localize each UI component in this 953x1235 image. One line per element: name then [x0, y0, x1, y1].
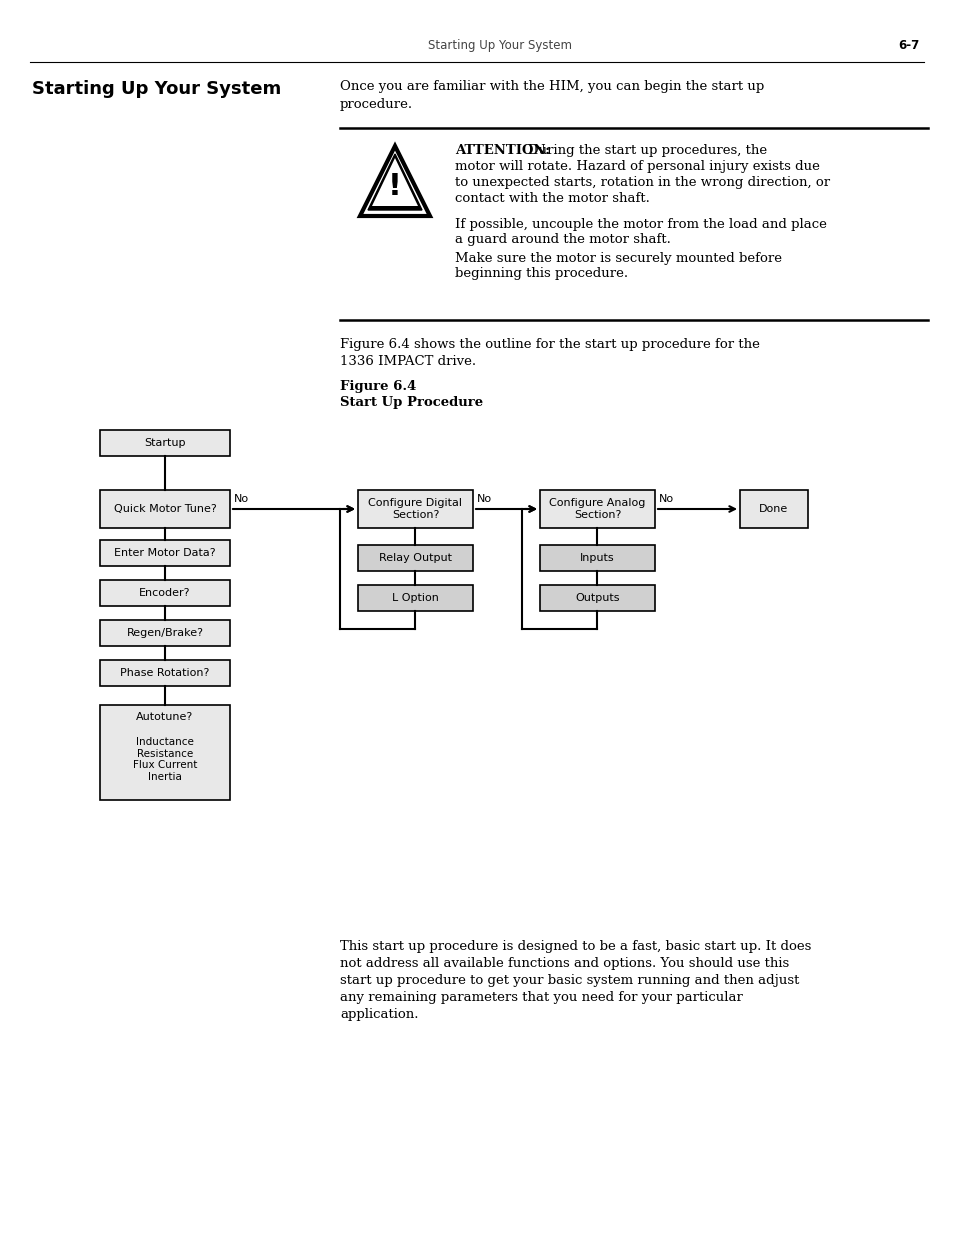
Text: Figure 6.4 shows the outline for the start up procedure for the: Figure 6.4 shows the outline for the sta… [339, 338, 760, 351]
Polygon shape [368, 154, 421, 210]
Text: Figure 6.4: Figure 6.4 [339, 380, 416, 393]
Text: Make sure the motor is securely mounted before
beginning this procedure.: Make sure the motor is securely mounted … [455, 252, 781, 280]
Bar [357, 545, 473, 571]
Text: Quick Motor Tune?: Quick Motor Tune? [113, 504, 216, 514]
Bar [100, 580, 230, 606]
Bar [539, 545, 655, 571]
Text: Inputs: Inputs [579, 553, 614, 563]
Text: During the start up procedures, the: During the start up procedures, the [527, 144, 766, 157]
Text: No: No [233, 494, 249, 504]
Text: Startup: Startup [144, 438, 186, 448]
Text: to unexpected starts, rotation in the wrong direction, or: to unexpected starts, rotation in the wr… [455, 177, 829, 189]
Text: not address all available functions and options. You should use this: not address all available functions and … [339, 957, 788, 969]
Text: Configure Analog
Section?: Configure Analog Section? [549, 498, 645, 520]
Text: ATTENTION:: ATTENTION: [455, 144, 550, 157]
Text: No: No [659, 494, 674, 504]
Text: Start Up Procedure: Start Up Procedure [339, 396, 482, 409]
Bar [357, 490, 473, 529]
Text: any remaining parameters that you need for your particular: any remaining parameters that you need f… [339, 990, 742, 1004]
Text: Encoder?: Encoder? [139, 588, 191, 598]
Bar [740, 490, 807, 529]
Polygon shape [359, 146, 430, 216]
Text: L Option: L Option [392, 593, 438, 603]
Bar [100, 659, 230, 685]
Text: This start up procedure is designed to be a fast, basic start up. It does: This start up procedure is designed to b… [339, 940, 810, 953]
Bar [539, 585, 655, 611]
Text: Autotune?: Autotune? [136, 713, 193, 722]
Text: Enter Motor Data?: Enter Motor Data? [114, 548, 215, 558]
Bar [539, 490, 655, 529]
Text: procedure.: procedure. [339, 98, 413, 111]
Text: Starting Up Your System: Starting Up Your System [428, 40, 572, 52]
Text: Done: Done [759, 504, 788, 514]
Bar [100, 620, 230, 646]
Text: Once you are familiar with the HIM, you can begin the start up: Once you are familiar with the HIM, you … [339, 80, 763, 93]
Text: Inductance
Resistance
Flux Current
Inertia: Inductance Resistance Flux Current Inert… [132, 737, 197, 782]
Text: 1336 IMPACT drive.: 1336 IMPACT drive. [339, 354, 476, 368]
Text: Regen/Brake?: Regen/Brake? [127, 629, 203, 638]
Bar [100, 705, 230, 800]
Text: 6-7: 6-7 [898, 40, 919, 52]
Text: application.: application. [339, 1008, 418, 1021]
Text: Relay Output: Relay Output [378, 553, 452, 563]
Text: start up procedure to get your basic system running and then adjust: start up procedure to get your basic sys… [339, 974, 799, 987]
Polygon shape [372, 158, 417, 206]
Bar [100, 430, 230, 456]
Bar [100, 540, 230, 566]
Bar [100, 490, 230, 529]
Text: !: ! [388, 172, 401, 201]
Text: If possible, uncouple the motor from the load and place
a guard around the motor: If possible, uncouple the motor from the… [455, 219, 826, 246]
Text: Outputs: Outputs [575, 593, 619, 603]
Bar [357, 585, 473, 611]
Text: motor will rotate. Hazard of personal injury exists due: motor will rotate. Hazard of personal in… [455, 161, 819, 173]
Text: No: No [476, 494, 492, 504]
Text: Configure Digital
Section?: Configure Digital Section? [368, 498, 462, 520]
Text: Starting Up Your System: Starting Up Your System [32, 80, 281, 98]
Text: Phase Rotation?: Phase Rotation? [120, 668, 210, 678]
Text: contact with the motor shaft.: contact with the motor shaft. [455, 191, 649, 205]
